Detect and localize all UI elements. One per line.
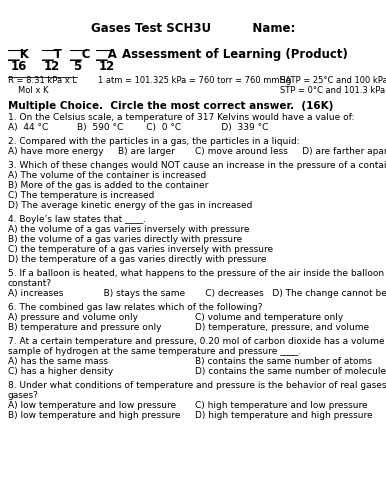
Text: sample of hydrogen at the same temperature and pressure ____.: sample of hydrogen at the same temperatu… xyxy=(8,347,301,356)
Text: D) the temperature of a gas varies directly with pressure: D) the temperature of a gas varies direc… xyxy=(8,255,266,264)
Text: 1. On the Celsius scale, a temperature of 317 Kelvins would have a value of:: 1. On the Celsius scale, a temperature o… xyxy=(8,113,354,122)
Text: A) pressure and volume only: A) pressure and volume only xyxy=(8,313,138,322)
Text: 7. At a certain temperature and pressure, 0.20 mol of carbon dioxide has a volum: 7. At a certain temperature and pressure… xyxy=(8,337,386,346)
Text: 6. The combined gas law relates which of the following?: 6. The combined gas law relates which of… xyxy=(8,303,262,312)
Text: STP = 0°C and 101.3 kPa: STP = 0°C and 101.3 kPa xyxy=(280,86,385,95)
Text: 12: 12 xyxy=(44,60,60,73)
Text: A) The volume of the container is increased: A) The volume of the container is increa… xyxy=(8,171,206,180)
Text: A) increases              B) stays the same       C) decreases   D) The change c: A) increases B) stays the same C) decrea… xyxy=(8,289,386,298)
Text: D) contains the same number of molecules: D) contains the same number of molecules xyxy=(195,367,386,376)
Text: B) low temperature and high pressure: B) low temperature and high pressure xyxy=(8,411,181,420)
Text: B) the volume of a gas varies directly with pressure: B) the volume of a gas varies directly w… xyxy=(8,235,242,244)
Text: R = 8.31 kPa x L: R = 8.31 kPa x L xyxy=(8,76,77,85)
Text: 8. Under what conditions of temperature and pressure is the behavior of real gas: 8. Under what conditions of temperature … xyxy=(8,381,386,390)
Text: gases?: gases? xyxy=(8,391,39,400)
Text: B) contains the same number of atoms: B) contains the same number of atoms xyxy=(195,357,372,366)
Text: A) low temperature and low pressure: A) low temperature and low pressure xyxy=(8,401,176,410)
Text: __C: __C xyxy=(70,48,90,61)
Text: C) The temperature is increased: C) The temperature is increased xyxy=(8,191,154,200)
Text: A) has the same mass: A) has the same mass xyxy=(8,357,108,366)
Text: 16: 16 xyxy=(11,60,27,73)
Text: __T: __T xyxy=(42,48,62,61)
Text: constant?: constant? xyxy=(8,279,52,288)
Text: 3. Which of these changes would NOT cause an increase in the pressure of a conta: 3. Which of these changes would NOT caus… xyxy=(8,161,386,170)
Text: __A: __A xyxy=(96,48,117,61)
Text: A) have more energy     B) are larger       C) move around less     D) are farth: A) have more energy B) are larger C) mov… xyxy=(8,147,386,156)
Text: C) volume and temperature only: C) volume and temperature only xyxy=(195,313,343,322)
Text: 2. Compared with the particles in a gas, the particles in a liquid:: 2. Compared with the particles in a gas,… xyxy=(8,137,300,146)
Text: D) high temperature and high pressure: D) high temperature and high pressure xyxy=(195,411,372,420)
Text: B) More of the gas is added to the container: B) More of the gas is added to the conta… xyxy=(8,181,208,190)
Text: Mol x K: Mol x K xyxy=(18,86,49,95)
Text: D) The average kinetic energy of the gas in increased: D) The average kinetic energy of the gas… xyxy=(8,201,252,210)
Text: C) has a higher density: C) has a higher density xyxy=(8,367,113,376)
Text: C) the temperature of a gas varies inversely with pressure: C) the temperature of a gas varies inver… xyxy=(8,245,273,254)
Text: Multiple Choice.  Circle the most correct answer.  (16K): Multiple Choice. Circle the most correct… xyxy=(8,101,334,111)
Text: 5. If a balloon is heated, what happens to the pressure of the air inside the ba: 5. If a balloon is heated, what happens … xyxy=(8,269,386,278)
Text: C) high temperature and low pressure: C) high temperature and low pressure xyxy=(195,401,367,410)
Text: D) temperature, pressure, and volume: D) temperature, pressure, and volume xyxy=(195,323,369,332)
Text: A) the volume of a gas varies inversely with pressure: A) the volume of a gas varies inversely … xyxy=(8,225,249,234)
Text: 5: 5 xyxy=(73,60,81,73)
Text: Gases Test SCH3U          Name:: Gases Test SCH3U Name: xyxy=(91,22,295,35)
Text: SATP = 25°C and 100 kPa: SATP = 25°C and 100 kPa xyxy=(280,76,386,85)
Text: __K: __K xyxy=(8,48,29,61)
Text: 1 atm = 101.325 kPa = 760 torr = 760 mmHg: 1 atm = 101.325 kPa = 760 torr = 760 mmH… xyxy=(98,76,291,85)
Text: B) temperature and pressure only: B) temperature and pressure only xyxy=(8,323,161,332)
Text: 12: 12 xyxy=(99,60,115,73)
Text: A)  44 °C          B)  590 °C        C)  0 °C              D)  339 °C: A) 44 °C B) 590 °C C) 0 °C D) 339 °C xyxy=(8,123,268,132)
Text: Assessment of Learning (Product): Assessment of Learning (Product) xyxy=(122,48,348,61)
Text: 4. Boyle’s law states that ____.: 4. Boyle’s law states that ____. xyxy=(8,215,146,224)
